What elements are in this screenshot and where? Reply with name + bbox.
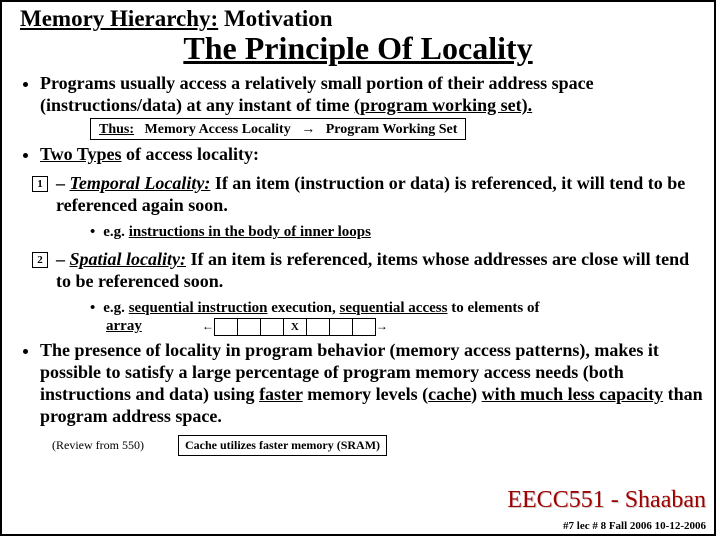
array-cell-x: X xyxy=(284,319,307,335)
body-c: memory levels ( xyxy=(303,384,428,404)
main-list: Programs usually access a relatively sma… xyxy=(40,73,704,166)
spatial-label: Spatial locality: xyxy=(70,249,187,269)
thus-arrow-icon: → xyxy=(301,120,315,136)
body-paragraph: The presence of locality in program beha… xyxy=(40,340,704,428)
array-cell xyxy=(215,319,238,335)
numbox-1: 1 xyxy=(32,176,48,192)
bullet-dot-icon: • xyxy=(90,223,95,242)
review-note: (Review from 550) xyxy=(52,438,144,453)
thus-label: Thus: xyxy=(99,122,134,137)
two-types-rest: of access locality: xyxy=(122,144,259,164)
footer-row: (Review from 550) Cache utilizes faster … xyxy=(12,432,704,456)
eg2-f: array xyxy=(106,317,142,336)
eg2-e: to elements of xyxy=(447,300,539,316)
array-grid: X xyxy=(214,318,376,336)
temporal-label: Temporal Locality: xyxy=(70,173,211,193)
body-b: faster xyxy=(259,384,303,404)
cache-box: Cache utilizes faster memory (SRAM) xyxy=(178,435,387,456)
bullet-two-types: Two Types of access locality: xyxy=(40,144,704,166)
header-supertitle: Memory Hierarchy: Motivation xyxy=(20,6,704,32)
arrow-right-icon: → xyxy=(376,319,388,334)
meta-footer: #7 lec # 8 Fall 2006 10-12-2006 xyxy=(563,520,706,532)
course-footer: EECC551 - Shaaban xyxy=(507,487,706,514)
array-cell xyxy=(353,319,375,335)
dash-2: – xyxy=(56,249,70,269)
slide: Memory Hierarchy: Motivation The Princip… xyxy=(0,0,716,536)
body-f: with much less capacity xyxy=(482,384,664,404)
eg2-c: execution, xyxy=(267,300,339,316)
array-diagram: ← X → xyxy=(202,318,388,336)
eg-spatial: • e.g. sequential instruction execution,… xyxy=(90,299,704,337)
dash-1: – xyxy=(56,173,70,193)
eg2-a: e.g. xyxy=(103,300,128,316)
temporal-text: – Temporal Locality: If an item (instruc… xyxy=(56,172,704,217)
eg2-b: sequential instruction xyxy=(129,300,268,316)
eg1-a: e.g. xyxy=(103,224,128,240)
spatial-text: – Spatial locality: If an item is refere… xyxy=(56,248,704,293)
eg-temporal: • e.g. instructions in the body of inner… xyxy=(90,223,704,242)
thus-left: Memory Access Locality xyxy=(145,122,291,137)
supertitle-b: Motivation xyxy=(224,6,333,31)
bullet-programs: Programs usually access a relatively sma… xyxy=(40,73,704,140)
numbox-2: 2 xyxy=(32,252,48,268)
two-types-u: Two Types xyxy=(40,144,122,164)
thus-box: Thus: Memory Access Locality → Program W… xyxy=(90,118,466,140)
bullet1-underline: (program working set). xyxy=(354,95,532,115)
array-cell xyxy=(261,319,284,335)
body-e: ) xyxy=(471,384,482,404)
body-d: cache xyxy=(428,384,471,404)
eg1-b: instructions in the body of inner loops xyxy=(129,224,371,240)
supertitle-a: Memory Hierarchy: xyxy=(20,6,218,31)
eg2-d: sequential access xyxy=(340,300,448,316)
array-cell xyxy=(330,319,353,335)
temporal-row: 1 – Temporal Locality: If an item (instr… xyxy=(12,172,704,217)
thus-right: Program Working Set xyxy=(326,122,458,137)
body-list: The presence of locality in program beha… xyxy=(40,340,704,428)
array-cell xyxy=(307,319,330,335)
bullet-dot-icon-2: • xyxy=(90,299,95,318)
arrow-left-icon: ← xyxy=(202,319,214,334)
array-cell xyxy=(238,319,261,335)
spatial-row: 2 – Spatial locality: If an item is refe… xyxy=(12,248,704,293)
header-title: The Principle Of Locality xyxy=(12,30,704,67)
